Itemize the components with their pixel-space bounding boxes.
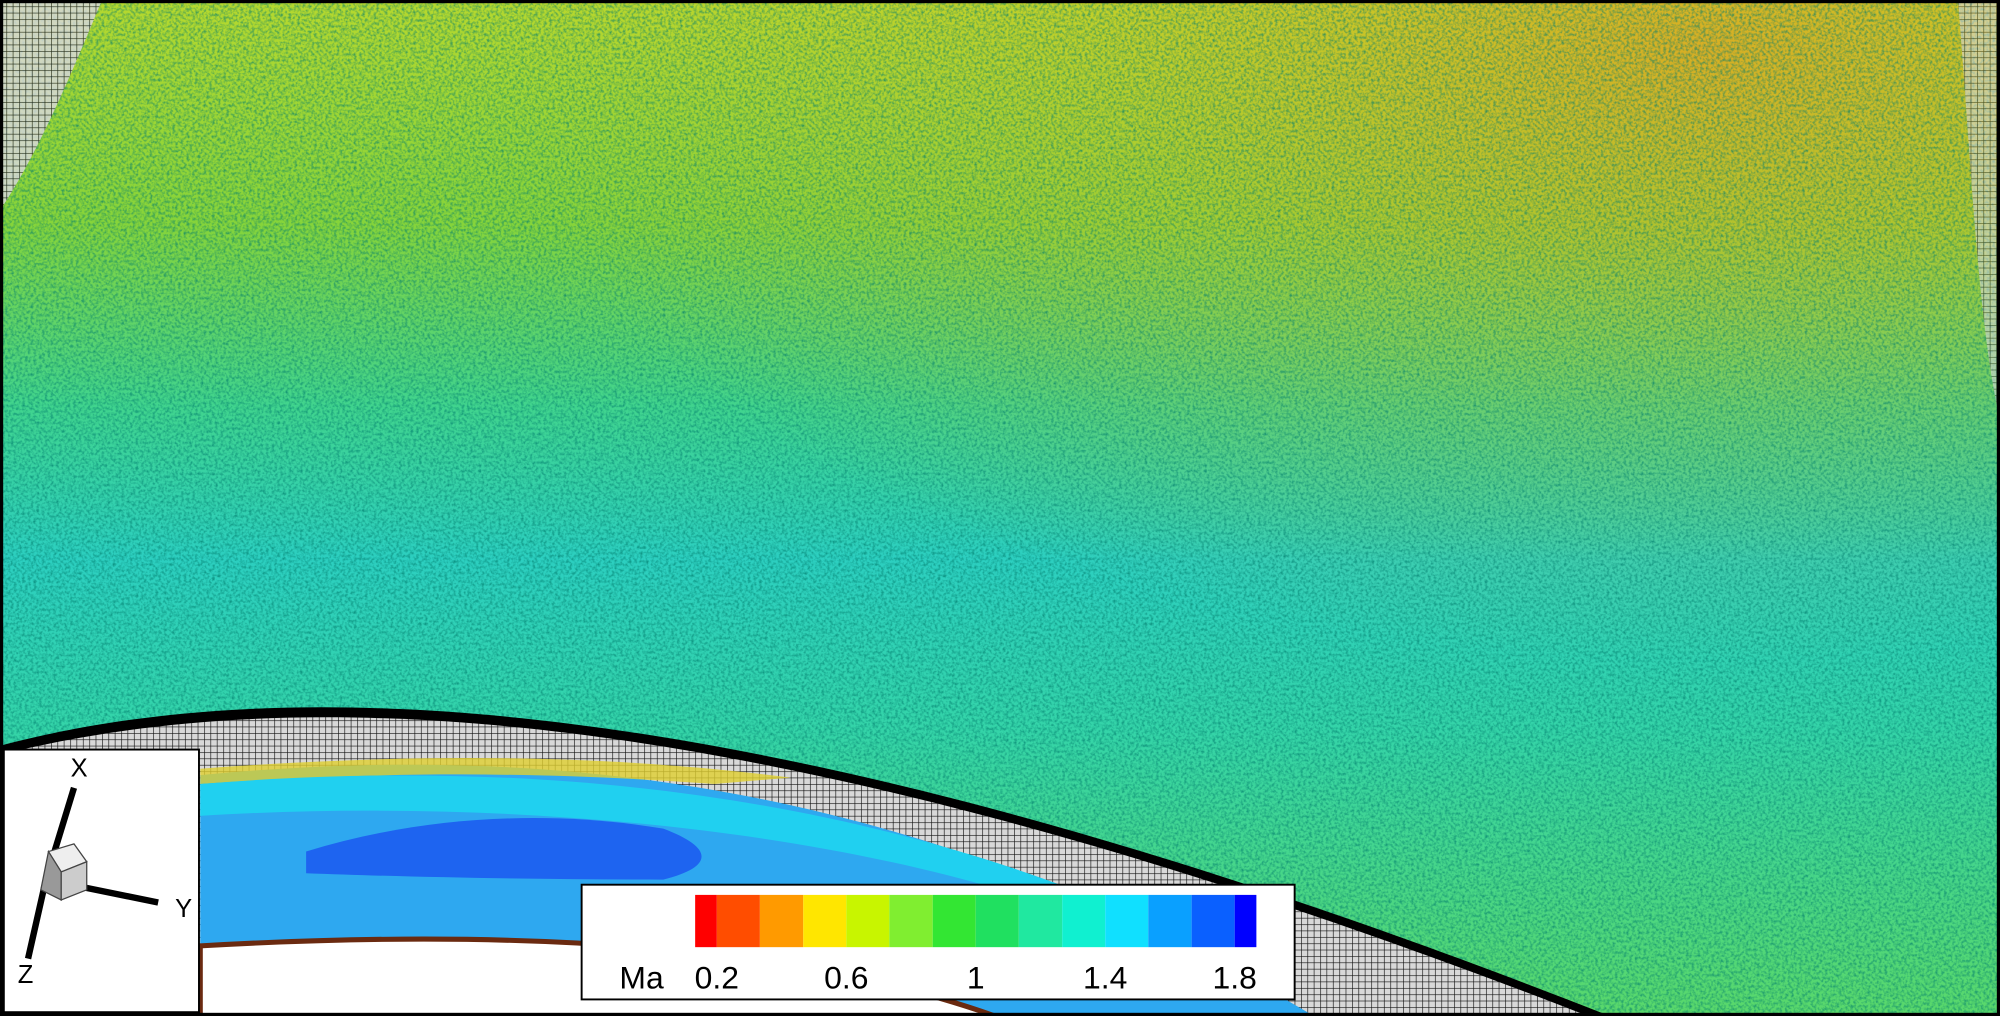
surface-band <box>200 775 1199 944</box>
triad-cube <box>60 860 88 901</box>
colorbar-swatch <box>975 894 1019 948</box>
triad-label: Z <box>18 961 34 989</box>
colorbar-tick-label: 0.6 <box>824 960 868 996</box>
mesh-edge <box>1957 0 2000 421</box>
colorbar-swatch <box>1234 894 1257 948</box>
mesh-corner <box>0 0 103 211</box>
colorbar-swatch <box>1062 894 1106 948</box>
colorbar-tick-label: 1.4 <box>1083 960 1127 996</box>
colorbar-swatch <box>716 894 760 948</box>
colorbar-tick-label: 1 <box>967 960 985 996</box>
colorbar-swatch <box>889 894 933 948</box>
z-axis-arrow <box>24 878 50 960</box>
colorbar-tick-label: 0.2 <box>695 960 739 996</box>
colorbar-swatch <box>803 894 847 948</box>
axes-triad: X Y Z <box>2 748 200 1014</box>
colorbar-swatch <box>1018 894 1063 948</box>
colorbar-label: Ma <box>619 960 664 996</box>
surface-edge <box>200 758 791 784</box>
colorbar-swatch <box>1191 894 1235 948</box>
triad-label: Y <box>175 895 192 923</box>
colorbar-tick-label: 1.8 <box>1213 960 1257 996</box>
colorbar-swatch <box>759 894 804 948</box>
colorbar-swatch <box>1105 894 1149 948</box>
colorbar: Ma 0.2 0.6 1 1.4 1.8 <box>580 883 1296 1001</box>
colorbar-swatch <box>695 894 717 948</box>
colorbar-swatch <box>1148 894 1192 948</box>
triad-label: X <box>71 755 88 783</box>
surface-core <box>306 818 702 880</box>
colorbar-swatch <box>846 894 890 948</box>
colorbar-swatch <box>932 894 976 948</box>
triad-box <box>2 748 200 1014</box>
